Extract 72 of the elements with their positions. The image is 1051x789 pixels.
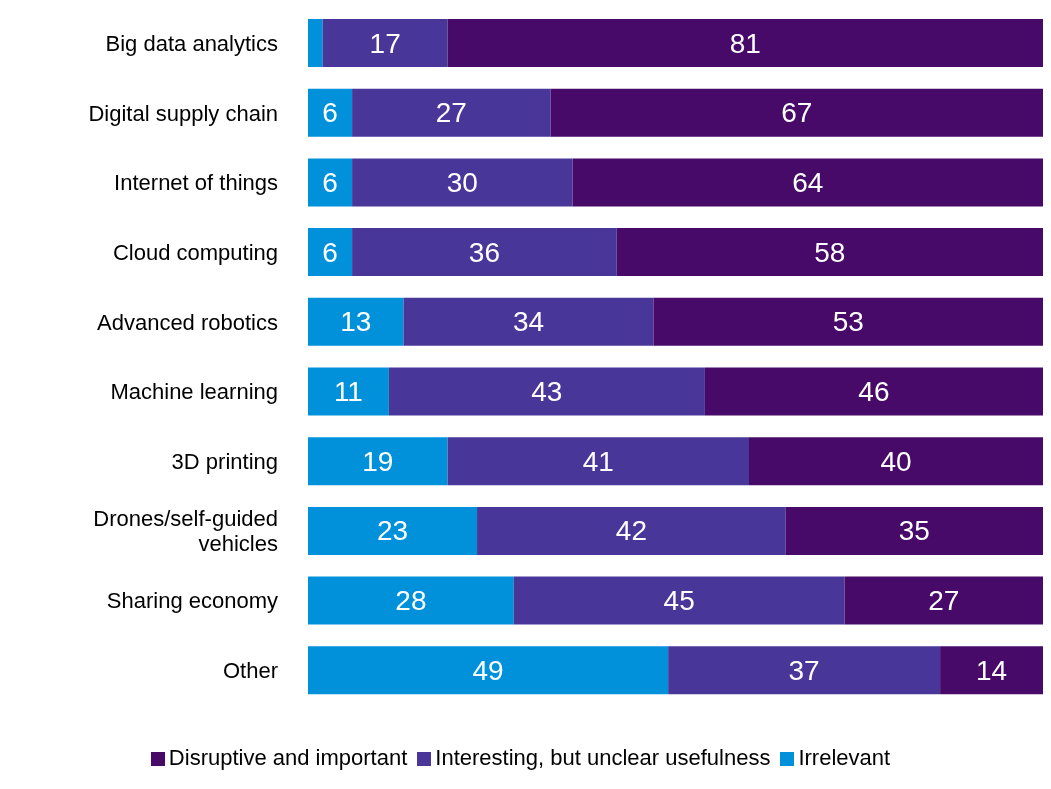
data-label: 67 [781, 97, 813, 129]
bar [785, 506, 1043, 555]
bar [352, 158, 573, 207]
bar [308, 228, 353, 277]
legend-label: Disruptive and important [168, 745, 408, 770]
y-tick-label: Sharing economy [106, 587, 278, 613]
data-label: 27 [928, 585, 960, 617]
bar [308, 367, 389, 416]
bar [308, 297, 404, 346]
bar [308, 19, 323, 67]
y-tick-label: 3D printing [171, 448, 278, 474]
data-label: 81 [729, 27, 761, 59]
bar [844, 576, 1043, 625]
data-label: 30 [446, 166, 478, 198]
data-label: 14 [975, 654, 1008, 686]
bar [352, 88, 551, 137]
bar [308, 576, 514, 625]
data-label: 34 [512, 306, 545, 338]
y-tick-label: Cloud computing [112, 239, 278, 265]
y-tick-label: Big data analytics [105, 30, 278, 56]
data-label: 41 [582, 445, 614, 477]
bar [749, 437, 1043, 486]
y-tick-label: Machine learning [110, 378, 278, 404]
data-label: 35 [898, 515, 930, 547]
data-label: 17 [369, 27, 401, 59]
data-label: 58 [814, 236, 846, 268]
data-label: 37 [788, 654, 820, 686]
bar [308, 158, 353, 207]
legend-label: Interesting, but unclear usefulness [435, 745, 771, 770]
y-tick-label: Other [222, 657, 278, 683]
y-tick-label: Drones/self-guided vehicles [93, 505, 278, 556]
data-label: 64 [792, 166, 824, 198]
y-tick-label: Digital supply chain [88, 100, 278, 126]
data-label: 45 [663, 585, 695, 617]
bar [352, 228, 617, 277]
data-label: 6 [322, 236, 338, 268]
bar [447, 19, 1043, 67]
bar [572, 158, 1043, 207]
y-tick-label: Advanced robotics [97, 309, 278, 335]
bar [653, 297, 1043, 346]
bar [616, 228, 1043, 277]
bar [388, 367, 705, 416]
bar [308, 437, 448, 486]
data-label: 42 [615, 515, 647, 547]
bar [322, 19, 448, 67]
bar [940, 646, 1043, 695]
data-label: 43 [531, 376, 563, 407]
legend-label: Irrelevant [798, 745, 891, 770]
data-label: 49 [472, 654, 504, 686]
bar [447, 437, 749, 486]
y-tick-label: Internet of things [114, 169, 278, 195]
data-label: 40 [880, 445, 912, 477]
bar [308, 88, 353, 137]
bar [704, 367, 1043, 416]
bar [668, 646, 941, 695]
data-label: 27 [435, 97, 467, 129]
bar [477, 506, 786, 555]
data-label: 13 [340, 306, 372, 338]
data-label: 11 [333, 376, 363, 407]
bar [513, 576, 845, 625]
data-label: 36 [468, 236, 500, 268]
data-label: 28 [395, 585, 427, 617]
data-label: 6 [322, 97, 338, 129]
data-label: 19 [362, 445, 394, 477]
data-label: 23 [376, 515, 409, 547]
bar [308, 506, 478, 555]
data-label: 53 [832, 306, 864, 338]
data-label: 6 [322, 166, 338, 198]
data-label: 46 [858, 376, 890, 407]
bar [403, 297, 654, 346]
bar [308, 646, 669, 695]
bar [550, 88, 1043, 137]
